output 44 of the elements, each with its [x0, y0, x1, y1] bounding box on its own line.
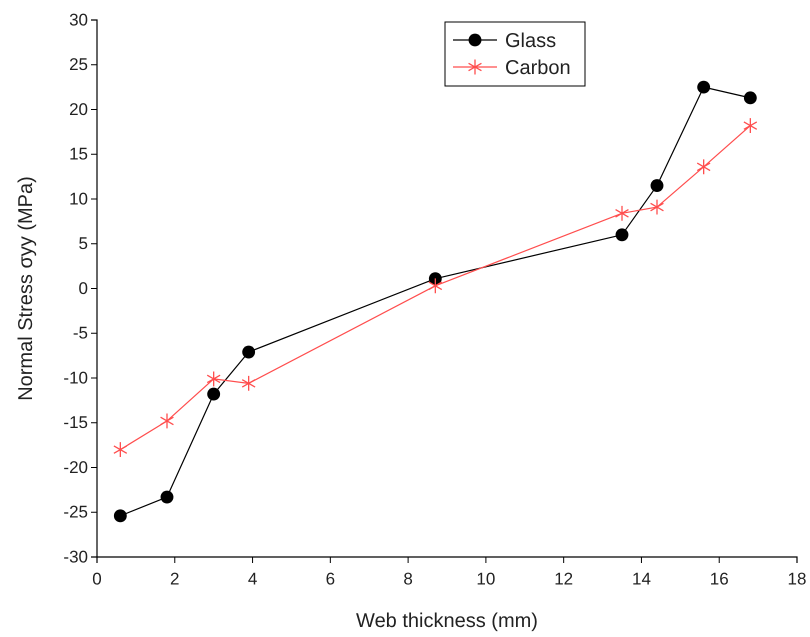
point [743, 118, 758, 134]
point [206, 370, 221, 387]
y-tick-label: -15 [63, 413, 88, 432]
legend-label: Carbon [505, 57, 571, 79]
y-tick-label: -5 [72, 324, 88, 343]
y-tick-label: -20 [63, 458, 88, 477]
x-tick-label: 16 [710, 570, 729, 589]
y-tick-label: -30 [63, 547, 88, 566]
point [697, 80, 710, 94]
point [160, 412, 174, 430]
x-tick-label: 14 [632, 570, 651, 589]
x-tick-label: 4 [248, 570, 258, 589]
legend-label: Glass [505, 30, 556, 52]
y-tick-label: 30 [69, 10, 88, 30]
point [614, 205, 630, 222]
point [616, 228, 628, 242]
point [744, 91, 757, 104]
y-tick-label: 5 [78, 234, 88, 254]
y-tick-label: -25 [63, 502, 88, 522]
x-tick-label: 6 [326, 570, 336, 589]
x-tick-label: 18 [788, 570, 806, 589]
y-tick-label: 0 [78, 278, 88, 298]
x-tick-label: 0 [92, 570, 102, 589]
y-tick-label: 25 [69, 55, 88, 74]
point [650, 179, 664, 192]
point [242, 346, 256, 358]
point [696, 158, 711, 175]
y-tick-label: 20 [69, 100, 88, 119]
y-axis-title: Normal Stress σyy (MPa) [15, 176, 37, 401]
point [207, 388, 220, 401]
y-tick-label: 15 [69, 144, 88, 164]
point [114, 509, 127, 522]
point [113, 442, 128, 458]
y-tick-label: -10 [63, 368, 88, 388]
x-tick-label: 8 [403, 570, 413, 589]
x-tick-label: 2 [170, 570, 180, 589]
point [160, 490, 174, 504]
x-axis-title: Web thickness (mm) [356, 610, 538, 632]
point [428, 278, 442, 294]
x-tick-label: 12 [554, 570, 574, 589]
point [242, 375, 256, 392]
x-tick-label: 10 [476, 570, 496, 589]
y-tick-label: 10 [69, 189, 88, 208]
point [650, 198, 664, 216]
